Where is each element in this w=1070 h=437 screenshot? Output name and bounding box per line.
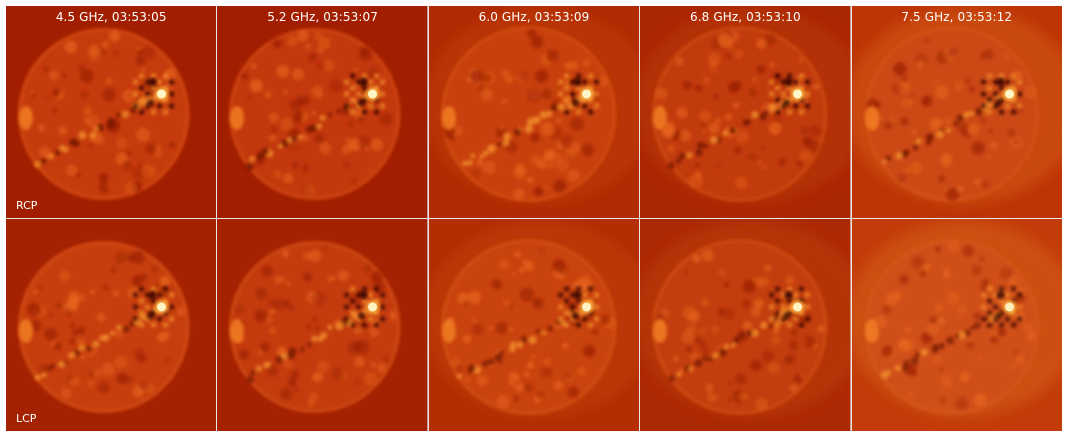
solar-disk-image (851, 219, 1062, 431)
frequency-time-label: 6.0 GHz, 03:53:09 (478, 10, 590, 24)
frequency-time-label: 5.2 GHz, 03:53:07 (267, 10, 378, 24)
image-grid: 4.5 GHz, 03:53:05 RCP 5.2 GHz, 03:53:07 6… (6, 6, 1062, 431)
panel-lcp-5-2ghz (217, 219, 428, 431)
panel-lcp-6-0ghz (428, 219, 640, 431)
polarization-label: RCP (16, 199, 38, 212)
solar-disk-image (428, 6, 640, 218)
solar-disk-image (6, 6, 217, 218)
frequency-time-label: 4.5 GHz, 03:53:05 (55, 10, 167, 24)
solar-disk-image (640, 6, 851, 218)
solar-disk-image (6, 219, 217, 431)
solar-disk-image (428, 219, 640, 431)
polarization-label: LCP (16, 412, 37, 425)
panel-rcp-7-5ghz: 7.5 GHz, 03:53:12 (851, 6, 1062, 218)
panel-lcp-4-5ghz: LCP (6, 219, 217, 431)
frequency-time-label: 6.8 GHz, 03:53:10 (690, 10, 801, 24)
panel-rcp-6-8ghz: 6.8 GHz, 03:53:10 (640, 6, 851, 218)
panel-rcp-5-2ghz: 5.2 GHz, 03:53:07 (217, 6, 428, 218)
solar-disk-image (217, 6, 428, 218)
panel-lcp-7-5ghz (851, 219, 1062, 431)
solar-disk-image (851, 6, 1062, 218)
solar-disk-image (217, 219, 428, 431)
panel-rcp-4-5ghz: 4.5 GHz, 03:53:05 RCP (6, 6, 217, 218)
panel-lcp-6-8ghz (640, 219, 851, 431)
solar-disk-image (640, 219, 851, 431)
frequency-time-label: 7.5 GHz, 03:53:12 (901, 10, 1013, 24)
panel-rcp-6-0ghz: 6.0 GHz, 03:53:09 (428, 6, 640, 218)
